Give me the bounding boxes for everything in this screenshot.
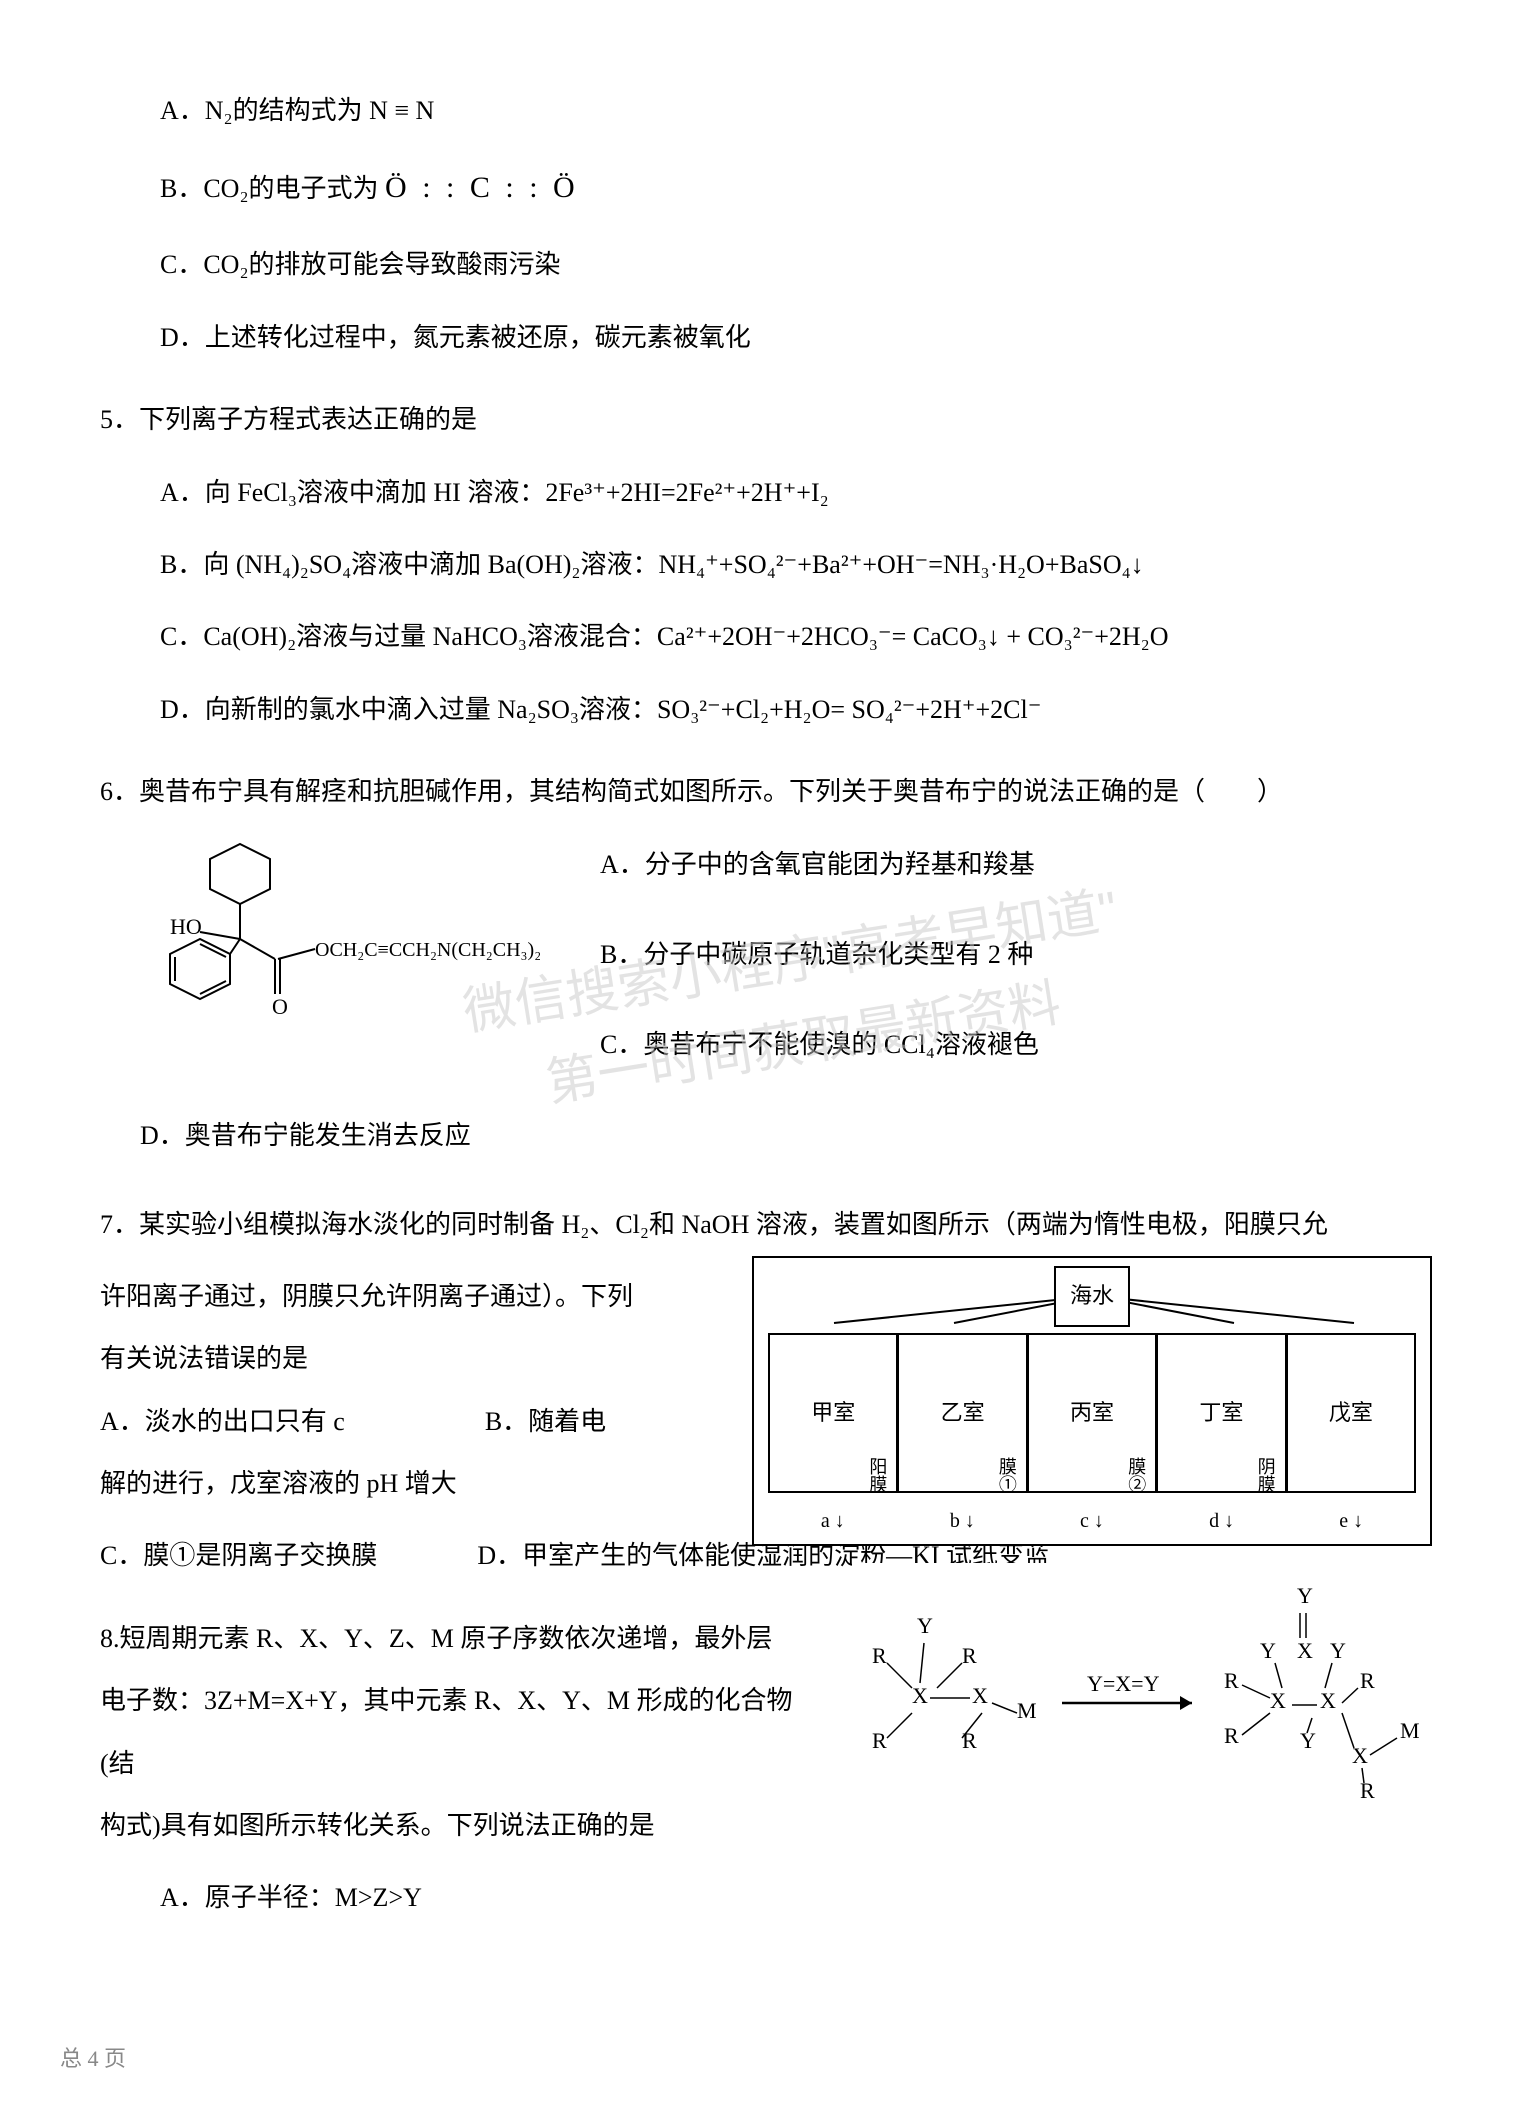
q7-stem-1: 7．某实验小组模拟海水淡化的同时制备 H₂、Cl₂和 NaOH 溶液，装置如图所… bbox=[100, 1194, 1432, 1256]
cell-yi: 乙室 膜① bbox=[899, 1335, 1028, 1491]
cell-3-label: 丁室 bbox=[1199, 1387, 1243, 1440]
q6-option-a: A．分子中的含氧官能团为羟基和羧基 bbox=[600, 834, 1432, 896]
cell-1-label: 乙室 bbox=[941, 1387, 985, 1440]
membrane-1: 膜① bbox=[985, 1457, 1028, 1493]
q6-stem: 6．奥昔布宁具有解痉和抗胆碱作用，其结构简式如图所示。下列关于奥昔布宁的说法正确… bbox=[100, 761, 1432, 823]
svg-text:R: R bbox=[872, 1728, 887, 1753]
page-footer: 总 4 页 bbox=[60, 2033, 126, 2086]
q5-option-c: C．Ca(OH)₂溶液与过量 NaHCO₃溶液混合：Ca²⁺+2OH⁻+2HCO… bbox=[160, 606, 1432, 668]
q6-right-options: A．分子中的含氧官能团为羟基和羧基 B．分子中碳原子轨道杂化类型有 2 种 C．… bbox=[600, 834, 1432, 1077]
svg-text:Y=X=Y: Y=X=Y bbox=[1087, 1671, 1160, 1696]
seawater-label: 海水 bbox=[1054, 1266, 1130, 1327]
q8-body: 8.短周期元素 R、X、Y、Z、M 原子序数依次递增，最外层 电子数：3Z+M=… bbox=[100, 1608, 1432, 1858]
svg-text:X: X bbox=[1320, 1688, 1336, 1713]
svg-text:Y: Y bbox=[917, 1613, 933, 1638]
svg-text:X: X bbox=[912, 1683, 928, 1708]
cell-4-label: 戊室 bbox=[1329, 1387, 1373, 1440]
chain-label: OCH₂C≡CCH₂N(CH₂CH₃)₂ bbox=[315, 939, 540, 961]
q4-option-d: D．上述转化过程中，氮元素被还原，碳元素被氧化 bbox=[160, 307, 1432, 369]
cell-2-label: 丙室 bbox=[1070, 1387, 1114, 1440]
q8-stem-1: 8.短周期元素 R、X、Y、Z、M 原子序数依次递增，最外层 bbox=[100, 1608, 800, 1670]
q7-body: 许阳离子通过，阴膜只允许阴离子通过）。下列 有关说法错误的是 A．淡水的出口只有… bbox=[100, 1266, 1432, 1516]
svg-text:R: R bbox=[1360, 1778, 1375, 1803]
q4-option-b: B．CO₂的电子式为 Ö : : C : : Ö bbox=[160, 152, 1432, 224]
cell-0-label: 甲室 bbox=[811, 1387, 855, 1440]
q7-cells: 甲室 阳膜 乙室 膜① 丙室 膜② 丁室 阴膜 戊室 bbox=[768, 1333, 1416, 1493]
q8-stem-3: 构式)具有如图所示转化关系。下列说法正确的是 bbox=[100, 1795, 800, 1857]
q5-option-d: D．向新制的氯水中滴入过量 Na₂SO₃溶液：SO₃²⁻+Cl₂+H₂O= SO… bbox=[160, 679, 1432, 741]
svg-text:X: X bbox=[1352, 1743, 1368, 1768]
membrane-yang: 阳膜 bbox=[855, 1457, 898, 1493]
q7-option-c: C．膜①是阴离子交换膜 bbox=[100, 1525, 377, 1587]
q7-stem-2: 许阳离子通过，阴膜只允许阴离子通过）。下列 bbox=[100, 1266, 660, 1328]
q4-opt-b-prefix: B．CO₂的电子式为 bbox=[160, 174, 379, 203]
svg-text:Y: Y bbox=[1330, 1638, 1346, 1663]
svg-text:R: R bbox=[962, 1728, 977, 1753]
q6-option-d: D．奥昔布宁能发生消去反应 bbox=[140, 1105, 1432, 1167]
q7-outlets: a ↓ b ↓ c ↓ d ↓ e ↓ bbox=[768, 1497, 1416, 1545]
q7-left-text: 许阳离子通过，阴膜只允许阴离子通过）。下列 有关说法错误的是 A．淡水的出口只有… bbox=[100, 1266, 660, 1516]
svg-text:R: R bbox=[1360, 1668, 1375, 1693]
q8-option-a: A．原子半径：M>Z>Y bbox=[160, 1867, 1432, 1929]
svg-text:Y: Y bbox=[1297, 1583, 1313, 1608]
membrane-2: 膜② bbox=[1114, 1457, 1157, 1493]
svg-text:X: X bbox=[1270, 1688, 1286, 1713]
q8-left-text: 8.短周期元素 R、X、Y、Z、M 原子序数依次递增，最外层 电子数：3Z+M=… bbox=[100, 1608, 800, 1858]
svg-text:M: M bbox=[1400, 1718, 1420, 1743]
svg-text:R: R bbox=[1224, 1723, 1239, 1748]
q7-option-b-prefix: B．随着电 bbox=[485, 1391, 606, 1453]
q8-reaction-diagram: R Y R X X R R M Y=X=Y Y bbox=[852, 1563, 1432, 1823]
svg-text:X: X bbox=[1297, 1638, 1313, 1663]
q7-option-a: A．淡水的出口只有 c bbox=[100, 1391, 345, 1453]
outlet-a: a ↓ bbox=[768, 1497, 898, 1545]
q4-lewis-formula: Ö : : C : : Ö bbox=[385, 171, 579, 204]
q7-electrolysis-diagram: 海水 甲室 阳膜 乙室 膜① 丙室 膜② bbox=[752, 1256, 1432, 1546]
svg-text:Y: Y bbox=[1260, 1638, 1276, 1663]
membrane-yin: 阴膜 bbox=[1243, 1457, 1286, 1493]
cell-ding: 丁室 阴膜 bbox=[1158, 1335, 1287, 1491]
outlet-e: e ↓ bbox=[1286, 1497, 1416, 1545]
cell-bing: 丙室 膜② bbox=[1029, 1335, 1158, 1491]
q8-stem-2: 电子数：3Z+M=X+Y，其中元素 R、X、Y、M 形成的化合物(结 bbox=[100, 1670, 800, 1795]
q7-stem-3: 有关说法错误的是 bbox=[100, 1328, 660, 1390]
svg-text:M: M bbox=[1017, 1698, 1037, 1723]
cell-wu: 戊室 bbox=[1288, 1335, 1414, 1491]
outlet-c: c ↓ bbox=[1027, 1497, 1157, 1545]
q5-option-a: A．向 FeCl₃溶液中滴加 HI 溶液：2Fe³⁺+2HI=2Fe²⁺+2H⁺… bbox=[160, 462, 1432, 524]
svg-text:R: R bbox=[872, 1643, 887, 1668]
q6-structure-diagram: HO O OCH₂C≡CCH₂N(CH₂CH₃)₂ bbox=[100, 834, 540, 1054]
q4-option-a: A．N₂的结构式为 N ≡ N bbox=[160, 80, 1432, 142]
outlet-b: b ↓ bbox=[898, 1497, 1028, 1545]
q6-option-c: C．奥昔布宁不能使溴的 CCl₄溶液褪色 bbox=[600, 1014, 1432, 1076]
o-label: O bbox=[272, 994, 288, 1019]
q5-option-b: B．向 (NH₄)₂SO₄溶液中滴加 Ba(OH)₂溶液：NH₄⁺+SO₄²⁻+… bbox=[160, 534, 1432, 596]
cell-jia: 甲室 阳膜 bbox=[770, 1335, 899, 1491]
q6-option-b: B．分子中碳原子轨道杂化类型有 2 种 bbox=[600, 924, 1432, 986]
q7-option-b-cont: 解的进行，戊室溶液的 pH 增大 bbox=[100, 1453, 660, 1515]
q6-body: HO O OCH₂C≡CCH₂N(CH₂CH₃)₂ A．分子中的含氧官能团为羟基… bbox=[100, 834, 1432, 1174]
q5-stem: 5．下列离子方程式表达正确的是 bbox=[100, 389, 1432, 451]
svg-text:R: R bbox=[962, 1643, 977, 1668]
ho-label: HO bbox=[170, 914, 202, 939]
outlet-d: d ↓ bbox=[1157, 1497, 1287, 1545]
svg-text:R: R bbox=[1224, 1668, 1239, 1693]
q4-option-c: C．CO₂的排放可能会导致酸雨污染 bbox=[160, 234, 1432, 296]
svg-text:X: X bbox=[972, 1683, 988, 1708]
